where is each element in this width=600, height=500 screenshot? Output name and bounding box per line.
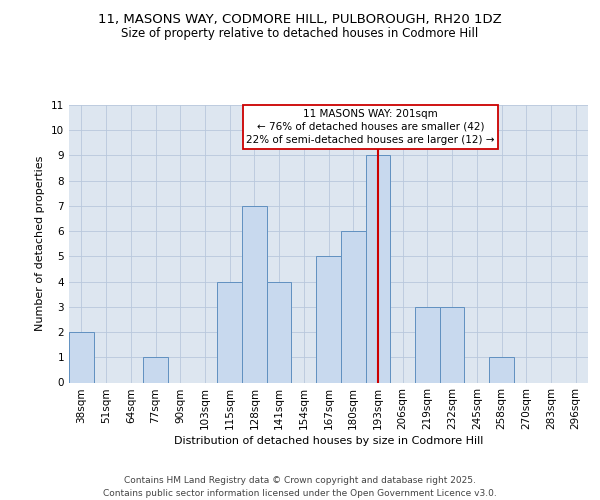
Text: Contains HM Land Registry data © Crown copyright and database right 2025.
Contai: Contains HM Land Registry data © Crown c… (103, 476, 497, 498)
Bar (217, 282, 242, 382)
Bar (69, 332, 94, 382)
Bar (365, 156, 390, 382)
Bar (415, 307, 440, 382)
X-axis label: Distribution of detached houses by size in Codmore Hill: Distribution of detached houses by size … (174, 436, 483, 446)
Bar (489, 358, 514, 382)
Y-axis label: Number of detached properties: Number of detached properties (35, 156, 46, 332)
Bar (143, 358, 168, 382)
Text: 11, MASONS WAY, CODMORE HILL, PULBOROUGH, RH20 1DZ: 11, MASONS WAY, CODMORE HILL, PULBOROUGH… (98, 12, 502, 26)
Bar (267, 282, 292, 382)
Bar (316, 256, 341, 382)
Bar (440, 307, 464, 382)
Bar (242, 206, 267, 382)
Text: 11 MASONS WAY: 201sqm
← 76% of detached houses are smaller (42)
22% of semi-deta: 11 MASONS WAY: 201sqm ← 76% of detached … (246, 109, 495, 145)
Text: Size of property relative to detached houses in Codmore Hill: Size of property relative to detached ho… (121, 28, 479, 40)
Bar (341, 231, 365, 382)
